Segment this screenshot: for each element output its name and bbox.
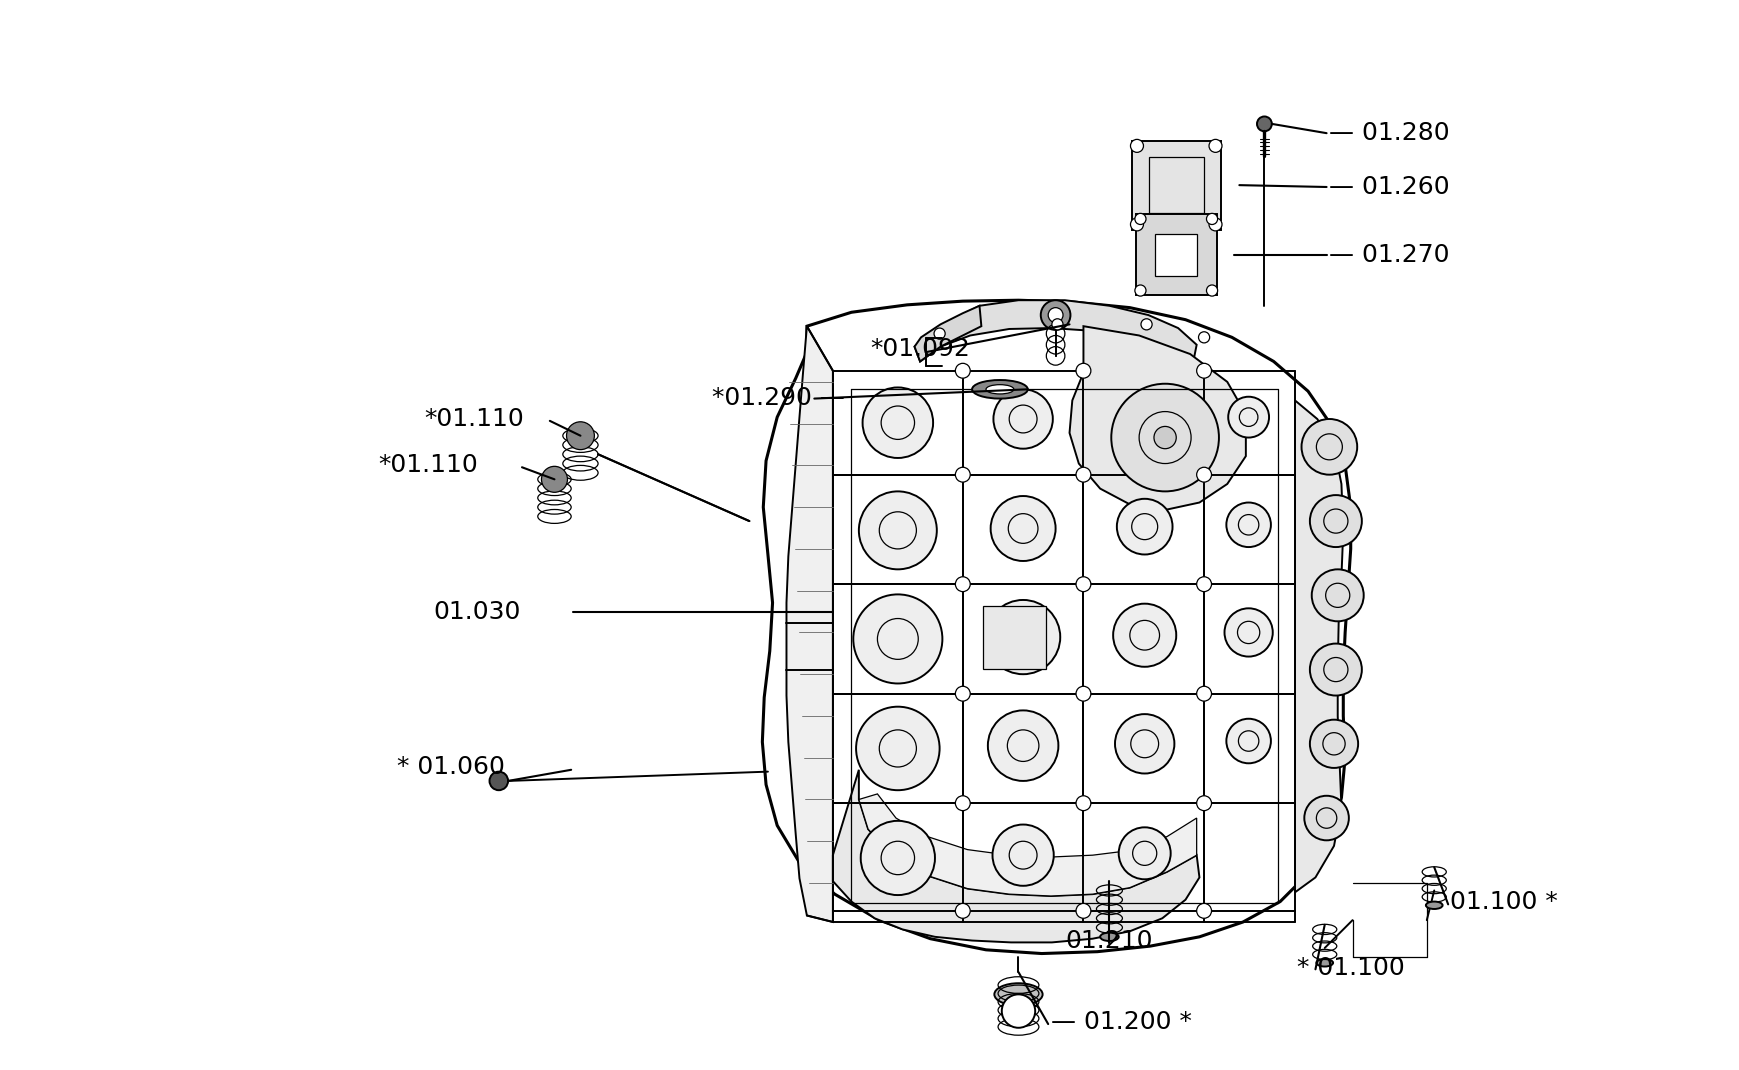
Polygon shape	[762, 301, 1349, 953]
Polygon shape	[1130, 140, 1221, 230]
Circle shape	[991, 825, 1054, 886]
Ellipse shape	[1424, 902, 1442, 910]
Text: 01.210: 01.210	[1064, 929, 1153, 952]
Ellipse shape	[986, 384, 1014, 394]
Polygon shape	[1136, 214, 1216, 295]
Polygon shape	[1155, 233, 1196, 276]
Circle shape	[955, 796, 970, 811]
Circle shape	[1075, 686, 1090, 701]
Circle shape	[1130, 218, 1143, 231]
Circle shape	[1115, 714, 1174, 774]
Circle shape	[1309, 720, 1358, 768]
Polygon shape	[915, 301, 1196, 364]
Circle shape	[1304, 796, 1348, 840]
Circle shape	[989, 496, 1056, 561]
Polygon shape	[915, 306, 981, 362]
Circle shape	[1205, 213, 1217, 225]
Polygon shape	[983, 606, 1045, 669]
Circle shape	[1226, 503, 1269, 547]
Circle shape	[1130, 139, 1143, 152]
Ellipse shape	[993, 983, 1042, 1006]
Circle shape	[1198, 332, 1209, 342]
Circle shape	[1134, 285, 1146, 296]
Circle shape	[1196, 468, 1210, 483]
Circle shape	[1301, 419, 1356, 475]
Text: — 01.260: — 01.260	[1329, 175, 1449, 199]
Circle shape	[1116, 499, 1172, 554]
Circle shape	[955, 364, 970, 378]
Circle shape	[1047, 308, 1063, 322]
Polygon shape	[833, 769, 1198, 943]
Text: *01.092: *01.092	[870, 337, 969, 362]
Circle shape	[1113, 603, 1176, 667]
Ellipse shape	[1099, 933, 1118, 941]
Text: *01.110: *01.110	[377, 454, 478, 477]
Circle shape	[1118, 393, 1170, 445]
Polygon shape	[786, 326, 833, 922]
Text: — 01.200 *: — 01.200 *	[1050, 1010, 1191, 1035]
Text: *01.290 —: *01.290 —	[711, 385, 845, 410]
Circle shape	[489, 771, 508, 791]
Circle shape	[1075, 364, 1090, 378]
Circle shape	[856, 706, 939, 791]
Circle shape	[541, 467, 567, 492]
Circle shape	[1134, 213, 1146, 225]
Ellipse shape	[1316, 959, 1332, 966]
Circle shape	[1311, 569, 1363, 622]
Circle shape	[1228, 397, 1268, 438]
Circle shape	[1209, 218, 1221, 231]
Text: 01.030: 01.030	[433, 600, 522, 624]
Circle shape	[1118, 827, 1170, 880]
Circle shape	[1075, 577, 1090, 592]
Circle shape	[1196, 577, 1210, 592]
Circle shape	[1111, 384, 1219, 491]
Circle shape	[955, 577, 970, 592]
Circle shape	[1196, 364, 1210, 378]
Circle shape	[988, 710, 1057, 781]
Circle shape	[993, 389, 1052, 448]
Circle shape	[934, 328, 944, 339]
Circle shape	[1141, 319, 1151, 330]
Circle shape	[1052, 319, 1063, 330]
Text: — 01.270: — 01.270	[1329, 243, 1449, 266]
Text: * 01.100: * 01.100	[1296, 957, 1403, 980]
Circle shape	[1153, 427, 1176, 448]
Circle shape	[955, 903, 970, 918]
Circle shape	[859, 491, 936, 569]
Circle shape	[1224, 609, 1271, 657]
Circle shape	[567, 422, 595, 449]
Ellipse shape	[972, 380, 1028, 399]
Text: *01.110: *01.110	[424, 407, 523, 431]
Circle shape	[986, 600, 1059, 674]
Circle shape	[1205, 285, 1217, 296]
Polygon shape	[859, 794, 1196, 896]
Circle shape	[1196, 796, 1210, 811]
Circle shape	[1256, 117, 1271, 132]
Circle shape	[1309, 495, 1362, 547]
Circle shape	[1075, 468, 1090, 483]
Circle shape	[1209, 139, 1221, 152]
Circle shape	[1226, 719, 1269, 763]
Circle shape	[863, 387, 932, 458]
Circle shape	[1040, 301, 1069, 330]
Circle shape	[955, 686, 970, 701]
Polygon shape	[1294, 400, 1343, 892]
Text: 01.100 *: 01.100 *	[1449, 889, 1556, 914]
Circle shape	[852, 595, 943, 684]
Circle shape	[1309, 643, 1362, 696]
Circle shape	[1075, 903, 1090, 918]
Text: — 01.280: — 01.280	[1329, 121, 1449, 146]
Circle shape	[1075, 796, 1090, 811]
Circle shape	[1002, 994, 1035, 1028]
Circle shape	[861, 821, 934, 896]
Circle shape	[1196, 686, 1210, 701]
Circle shape	[955, 468, 970, 483]
Polygon shape	[1069, 326, 1245, 510]
Text: * 01.060: * 01.060	[396, 755, 504, 779]
Circle shape	[1196, 903, 1210, 918]
